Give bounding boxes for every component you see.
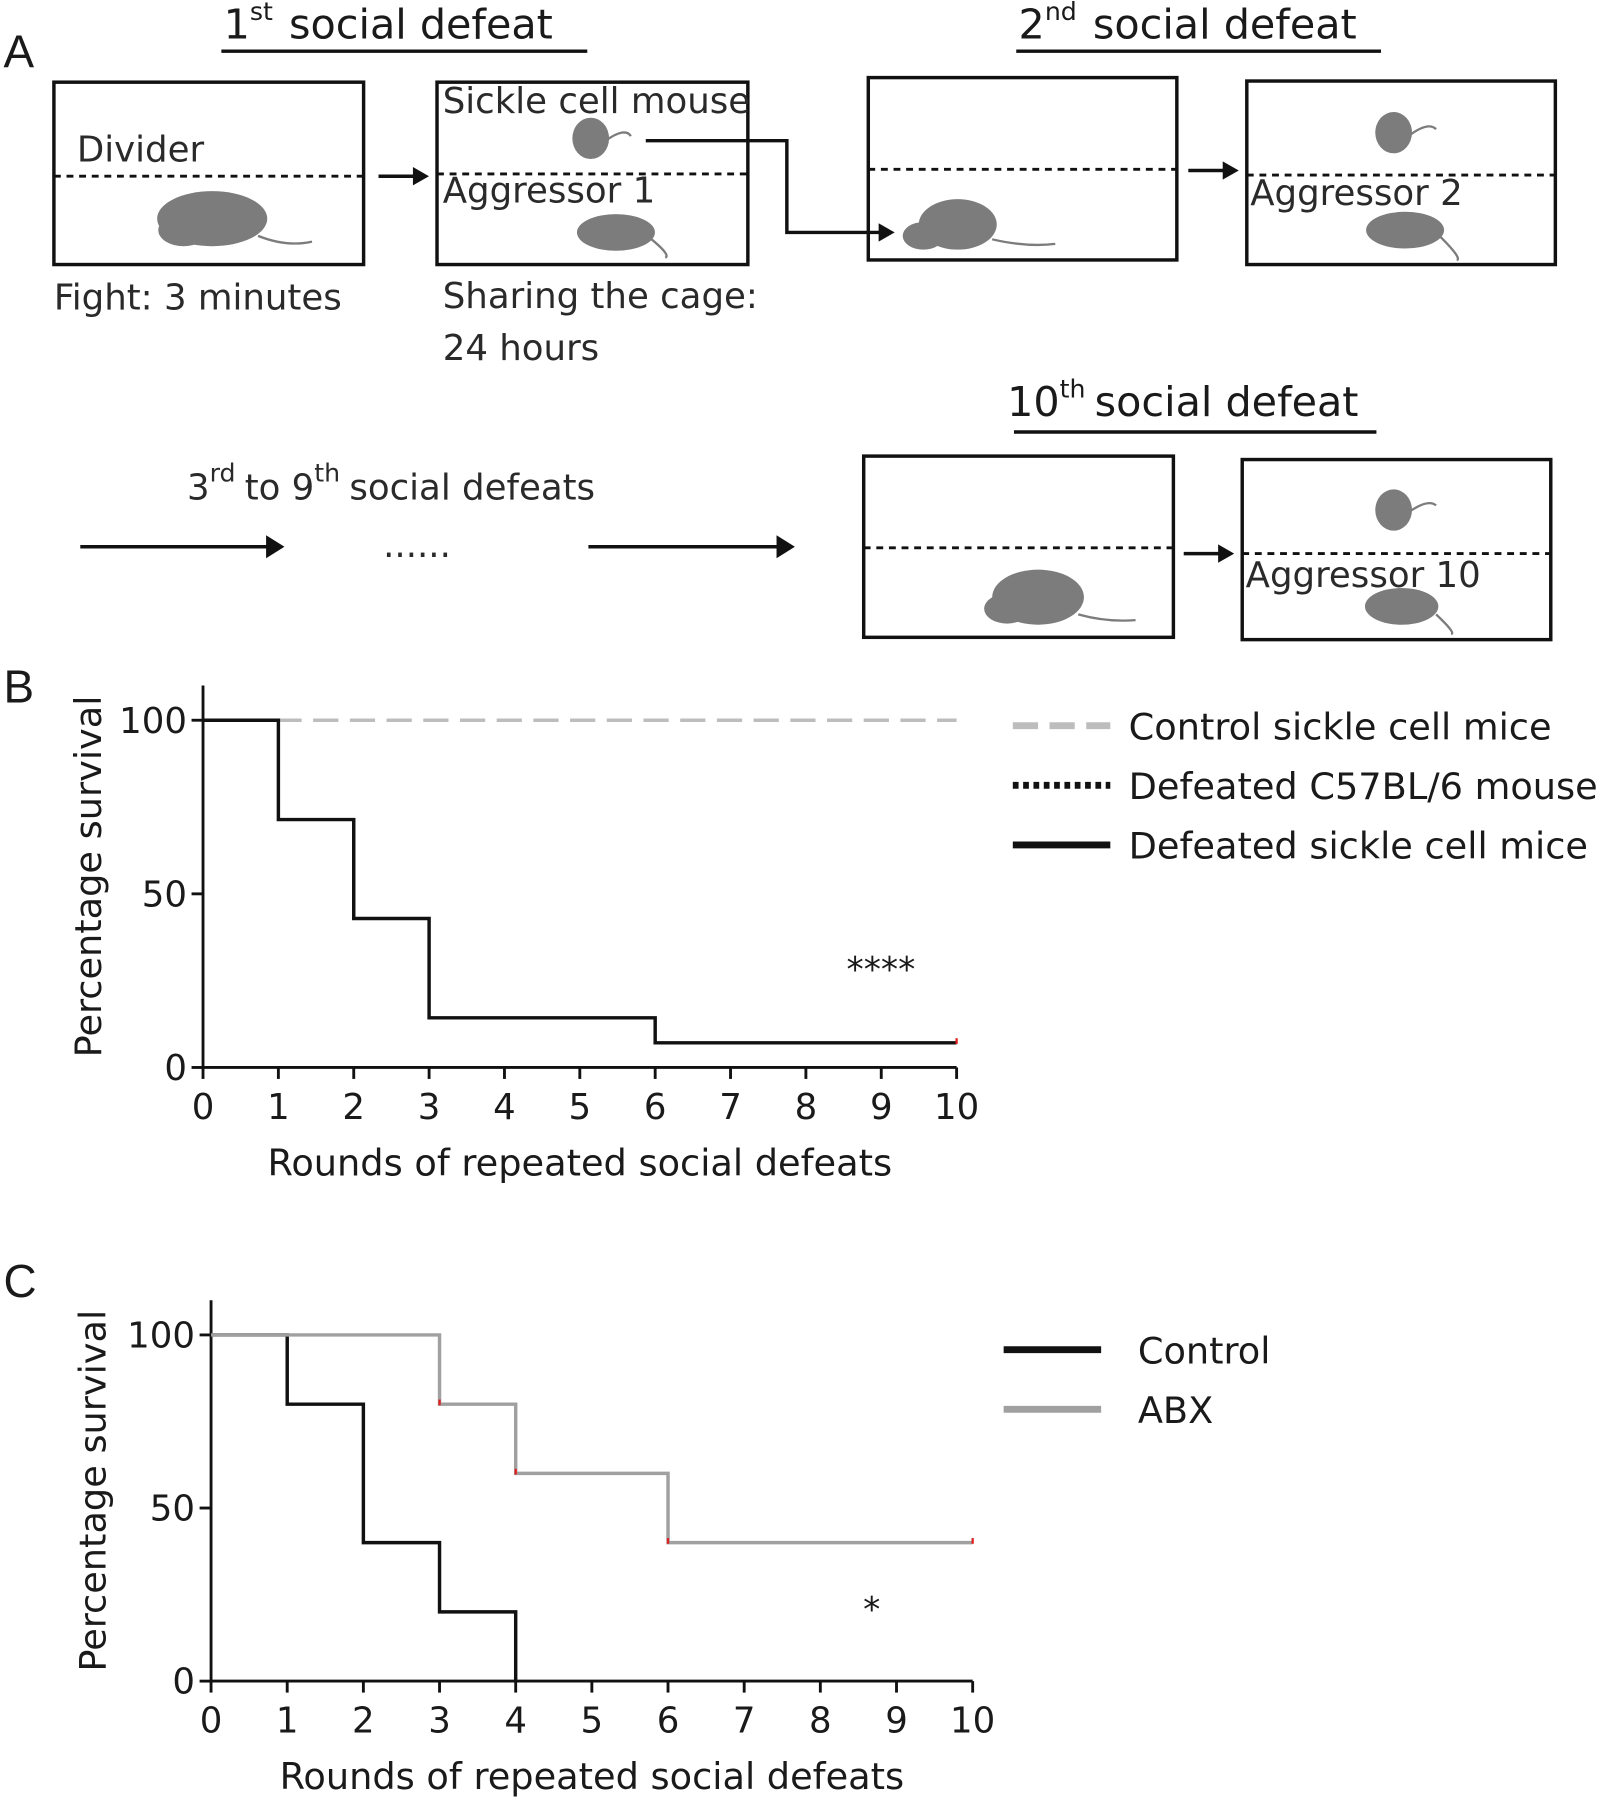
label: Aggressor 1	[443, 171, 655, 212]
label: ......	[383, 525, 451, 566]
arrowhead	[776, 535, 795, 559]
x-tick-label: 5	[581, 1701, 604, 1742]
label: Aggressor 10	[1246, 555, 1481, 596]
legend-label: ABX	[1138, 1389, 1213, 1432]
mouse	[1366, 211, 1459, 262]
x-tick-label: 8	[809, 1701, 832, 1742]
x-tick-label: 6	[644, 1087, 667, 1128]
x-tick-label: 6	[657, 1701, 680, 1742]
x-tick-label: 3	[418, 1087, 441, 1128]
survival-line	[211, 1333, 973, 1545]
x-tick-label: 4	[504, 1701, 527, 1742]
cage	[1240, 457, 1553, 642]
x-tick-label: 9	[885, 1701, 908, 1742]
y-axis-label: Percentage survival	[72, 1310, 115, 1672]
x-tick-label: 2	[352, 1701, 375, 1742]
annotation: ****	[847, 950, 916, 990]
mouse	[1375, 111, 1437, 154]
legend-label: Control sickle cell mice	[1129, 705, 1552, 748]
label: Aggressor 2	[1250, 173, 1462, 214]
mouse	[576, 214, 668, 259]
y-axis-label: Percentage survival	[67, 696, 110, 1058]
label: Divider	[77, 129, 205, 170]
survival-line	[211, 1333, 518, 1682]
x-tick-label: 9	[870, 1087, 893, 1128]
arrowhead	[1218, 544, 1235, 563]
x-axis-label: Rounds of repeated social defeats	[268, 1141, 893, 1184]
label: Sickle cell mouse	[443, 81, 750, 122]
step-title: 1st social defeat	[224, 0, 553, 49]
legend-label: Defeated C57BL/6 mouse	[1129, 765, 1598, 808]
x-tick-label: 1	[276, 1701, 299, 1742]
y-tick-label: 0	[164, 1048, 187, 1089]
mice-fighting	[984, 569, 1136, 625]
y-tick-label: 50	[150, 1489, 195, 1530]
y-tick-label: 100	[127, 1316, 195, 1357]
arrowhead	[266, 535, 285, 559]
x-tick-label: 4	[493, 1087, 516, 1128]
x-axis-label: Rounds of repeated social defeats	[280, 1755, 905, 1798]
panel-label: C	[3, 1255, 36, 1307]
step-title: 10th social defeat	[1007, 375, 1358, 426]
x-tick-label: 7	[719, 1087, 742, 1128]
x-tick-label: 10	[934, 1087, 979, 1128]
step-title: 2nd social defeat	[1019, 0, 1357, 49]
mouse	[1375, 489, 1437, 531]
survival-line	[203, 718, 957, 1045]
label: Sharing the cage:	[443, 276, 758, 317]
y-tick-label: 50	[142, 874, 187, 915]
label: 3rd to 9th social defeats	[187, 458, 595, 508]
cage	[52, 80, 366, 267]
legend-label: Defeated sickle cell mice	[1129, 825, 1588, 868]
annotation: *	[863, 1590, 880, 1630]
mouse	[1364, 588, 1454, 636]
label: 24 hours	[443, 328, 599, 369]
x-tick-label: 5	[569, 1087, 592, 1128]
x-tick-label: 1	[267, 1087, 290, 1128]
connector	[645, 138, 884, 235]
x-tick-label: 8	[795, 1087, 818, 1128]
mouse	[572, 117, 632, 160]
x-tick-label: 7	[733, 1701, 756, 1742]
legend-label: Control	[1138, 1329, 1271, 1372]
x-tick-label: 10	[950, 1701, 995, 1742]
arrowhead	[878, 223, 895, 242]
x-tick-label: 0	[200, 1701, 223, 1742]
y-tick-label: 100	[119, 701, 187, 742]
arrowhead	[1222, 161, 1239, 180]
y-tick-label: 0	[172, 1662, 195, 1703]
arrowhead	[412, 167, 429, 186]
panel-label: B	[3, 661, 34, 713]
panel-label: A	[3, 25, 34, 77]
mice-fighting	[157, 191, 313, 247]
x-tick-label: 0	[192, 1087, 215, 1128]
cage	[1245, 79, 1558, 267]
mice-fighting	[902, 199, 1056, 250]
x-tick-label: 3	[428, 1701, 451, 1742]
x-tick-label: 2	[342, 1087, 365, 1128]
label: Fight: 3 minutes	[54, 277, 342, 318]
